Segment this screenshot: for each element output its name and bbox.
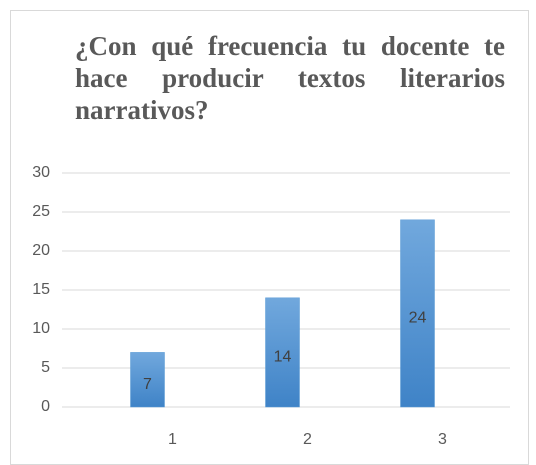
y-tick-label: 0 bbox=[41, 398, 50, 415]
y-tick-label: 5 bbox=[41, 359, 50, 376]
y-tick-label: 20 bbox=[32, 242, 50, 259]
x-tick-label: 1 bbox=[168, 431, 177, 448]
bar bbox=[400, 219, 435, 408]
value-label: 14 bbox=[274, 349, 292, 366]
x-tick-label: 2 bbox=[303, 431, 312, 448]
x-tick-label: 3 bbox=[438, 431, 447, 448]
value-label: 24 bbox=[409, 310, 427, 327]
chart-title: ¿Con qué frecuencia tu docente te hace p… bbox=[75, 31, 505, 125]
bar bbox=[130, 352, 165, 408]
bar bbox=[265, 297, 300, 408]
y-tick-label: 25 bbox=[32, 203, 50, 220]
y-tick-label: 15 bbox=[32, 281, 50, 298]
y-tick-label: 10 bbox=[32, 320, 50, 337]
y-tick-label: 30 bbox=[32, 164, 50, 181]
value-label: 7 bbox=[143, 376, 152, 393]
